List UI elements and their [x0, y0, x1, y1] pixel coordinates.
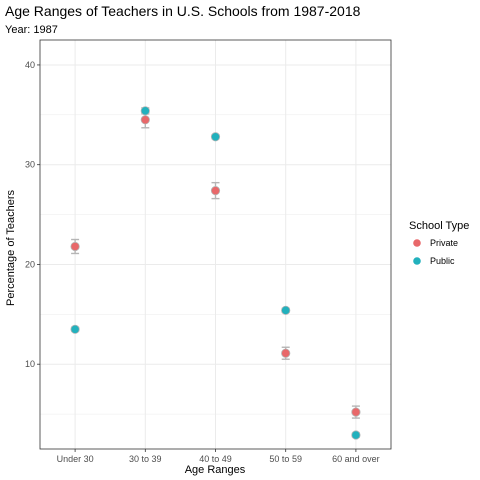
public-point: [210, 132, 221, 142]
x-tick-label: Under 30: [57, 454, 94, 464]
x-tick-label: 40 to 49: [199, 454, 232, 464]
grid-lines: [40, 40, 391, 449]
x-tick-label: 30 to 39: [129, 454, 162, 464]
legend: School Type Private Public: [409, 220, 469, 266]
x-tick-label: 60 and over: [332, 454, 380, 464]
private-point: [351, 407, 361, 417]
private-point: [140, 115, 150, 125]
private-point: [210, 186, 221, 196]
x-axis: Under 30 30 to 39 40 to 49 50 to 59 60 and o…: [57, 449, 380, 464]
y-axis: 10 20 30 40: [25, 60, 40, 369]
private-point: [281, 348, 291, 358]
private-point: [70, 241, 80, 252]
y-tick-label: 20: [25, 259, 35, 269]
public-point: [281, 305, 291, 315]
legend-key-private: [413, 239, 421, 247]
x-axis-title: Age Ranges: [185, 464, 246, 476]
y-tick-label: 30: [25, 160, 35, 170]
data-points: [70, 106, 361, 440]
legend-title: School Type: [409, 220, 469, 232]
chart-title: Age Ranges of Teachers in U.S. Schools f…: [5, 3, 361, 19]
chart-subtitle: Year: 1987: [5, 24, 58, 36]
y-axis-title: Percentage of Teachers: [5, 190, 17, 306]
x-tick-label: 50 to 59: [269, 454, 302, 464]
public-point: [140, 106, 150, 116]
legend-label-private: Private: [430, 238, 458, 248]
legend-label-public: Public: [430, 256, 455, 266]
public-point: [351, 430, 361, 440]
public-point: [70, 324, 80, 334]
y-tick-label: 40: [25, 60, 35, 70]
y-tick-label: 10: [25, 359, 35, 369]
legend-key-public: [413, 257, 421, 265]
